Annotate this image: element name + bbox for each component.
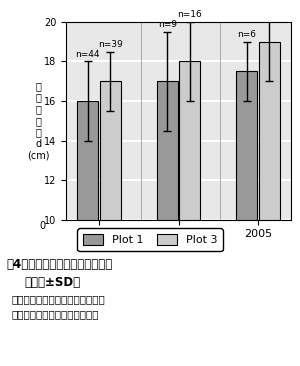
Text: ｎは測定点数を示す。疎水材深度: ｎは測定点数を示す。疎水材深度 bbox=[12, 295, 106, 305]
Y-axis label: 疎
水
材
深
度
d
(cm): 疎 水 材 深 度 d (cm) bbox=[27, 81, 50, 161]
Text: n=9: n=9 bbox=[158, 20, 177, 29]
Bar bbox=[100, 81, 121, 366]
Text: （平均±SD）: （平均±SD） bbox=[24, 276, 80, 290]
Text: 図4　暗渠疎水材層の経年的沈下: 図4 暗渠疎水材層の経年的沈下 bbox=[6, 258, 112, 271]
Text: 0: 0 bbox=[39, 221, 45, 231]
Legend: Plot 1, Plot 3: Plot 1, Plot 3 bbox=[77, 228, 223, 251]
Bar bbox=[77, 101, 98, 366]
Text: n=39: n=39 bbox=[98, 40, 123, 49]
Bar bbox=[259, 42, 280, 366]
Text: n=16: n=16 bbox=[177, 10, 202, 19]
Bar bbox=[157, 81, 178, 366]
Bar bbox=[179, 61, 200, 366]
Bar bbox=[236, 71, 257, 366]
Text: n=44: n=44 bbox=[76, 49, 100, 59]
Text: ｄの意味は、図１の写真を参照: ｄの意味は、図１の写真を参照 bbox=[12, 309, 100, 319]
Text: n=6: n=6 bbox=[237, 30, 256, 39]
